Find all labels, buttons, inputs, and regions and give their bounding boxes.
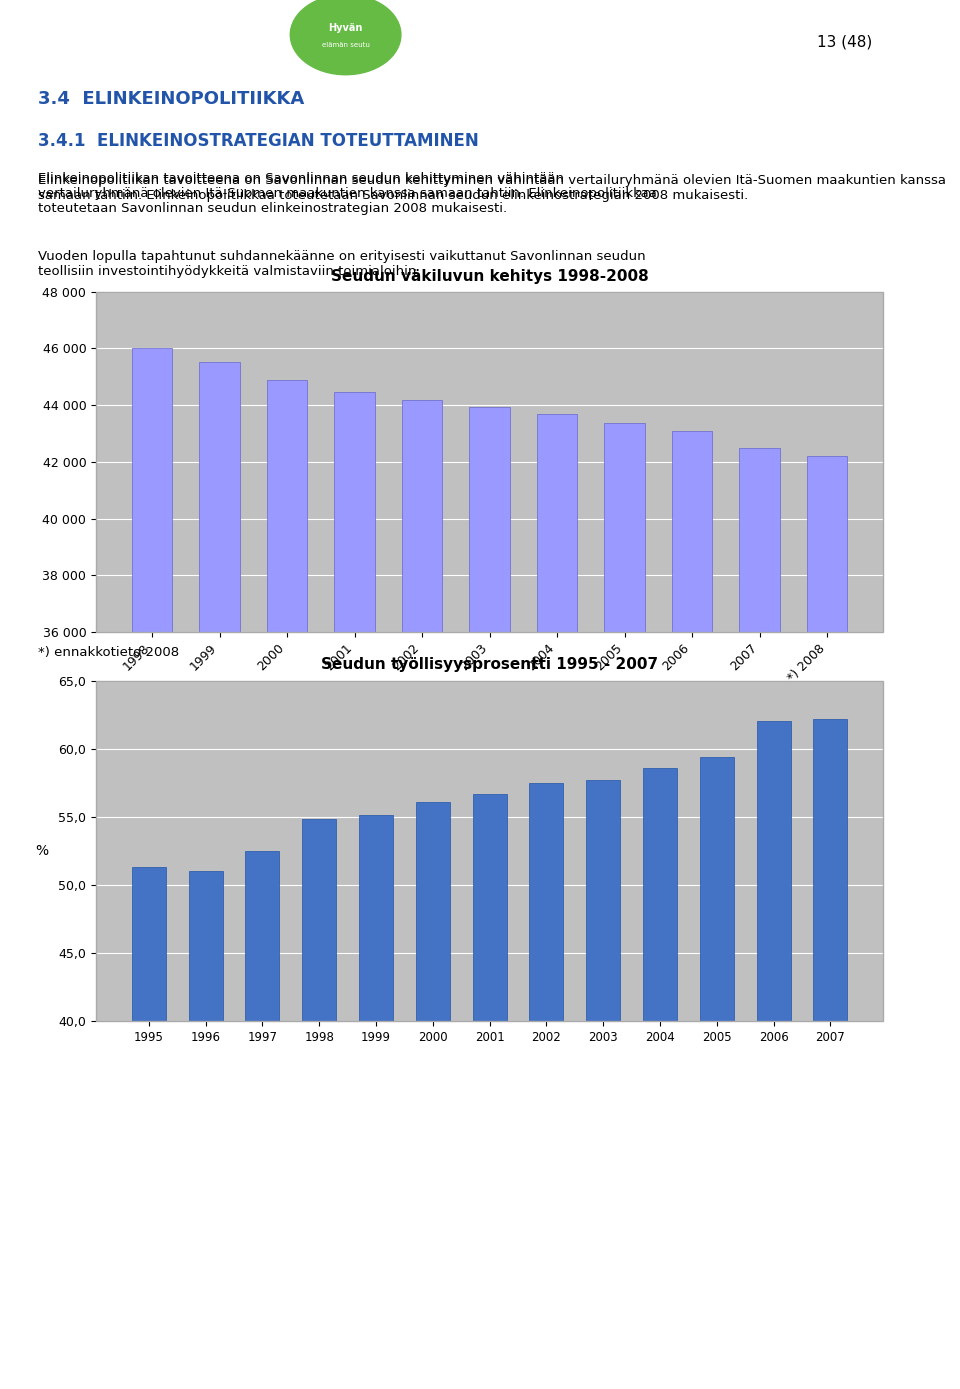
Bar (813, 718, 848, 1389)
Bar (756, 721, 791, 1389)
Text: Hyvän: Hyvän (328, 24, 363, 33)
Text: 3.4.1  ELINKEINOSTRATEGIAN TOTEUTTAMINEN: 3.4.1 ELINKEINOSTRATEGIAN TOTEUTTAMINEN (38, 132, 479, 150)
Text: Elinkeinopolitiikan tavoitteena on Savonlinnan seudun kehittyminen vähintään ver: Elinkeinopolitiikan tavoitteena on Savon… (38, 174, 947, 201)
Bar (739, 447, 780, 1389)
Bar (807, 456, 848, 1389)
Bar (469, 407, 510, 1389)
Bar (267, 381, 307, 1389)
Bar (200, 361, 240, 1389)
Circle shape (290, 0, 401, 75)
Bar (643, 768, 677, 1389)
Y-axis label: %: % (36, 843, 48, 858)
Bar (537, 414, 577, 1389)
Bar (672, 431, 712, 1389)
Title: Seudun väkiluvun kehitys 1998-2008: Seudun väkiluvun kehitys 1998-2008 (331, 268, 648, 283)
Text: elämän seutu: elämän seutu (322, 42, 370, 47)
Bar (529, 783, 564, 1389)
Text: 3.4  ELINKEINOPOLITIIKKA: 3.4 ELINKEINOPOLITIIKKA (38, 90, 304, 108)
Text: Vuoden lopulla tapahtunut suhdannekäänne on erityisesti vaikuttanut Savonlinnan : Vuoden lopulla tapahtunut suhdannekäänne… (38, 250, 646, 278)
Bar (416, 801, 450, 1389)
Text: savonlinnaseutu.fi: savonlinnaseutu.fi (387, 1353, 573, 1370)
Bar (302, 820, 336, 1389)
Text: Elinkeinopolitiikan tavoitteena on Savonlinnan seudun kehittyminen vähintään
ver: Elinkeinopolitiikan tavoitteena on Savon… (38, 172, 658, 215)
Bar (472, 793, 507, 1389)
Bar (246, 850, 279, 1389)
Bar (700, 757, 733, 1389)
Bar (359, 815, 393, 1389)
Bar (587, 781, 620, 1389)
Bar (605, 422, 645, 1389)
Bar (334, 392, 374, 1389)
Bar (188, 871, 223, 1389)
Bar (132, 349, 172, 1389)
Text: *) ennakkotieto 2008: *) ennakkotieto 2008 (38, 646, 180, 658)
Text: 13 (48): 13 (48) (817, 35, 873, 50)
Bar (132, 867, 166, 1389)
Bar (402, 400, 443, 1389)
Title: Seudun työllisyysprosentti 1995 - 2007: Seudun työllisyysprosentti 1995 - 2007 (321, 657, 659, 672)
